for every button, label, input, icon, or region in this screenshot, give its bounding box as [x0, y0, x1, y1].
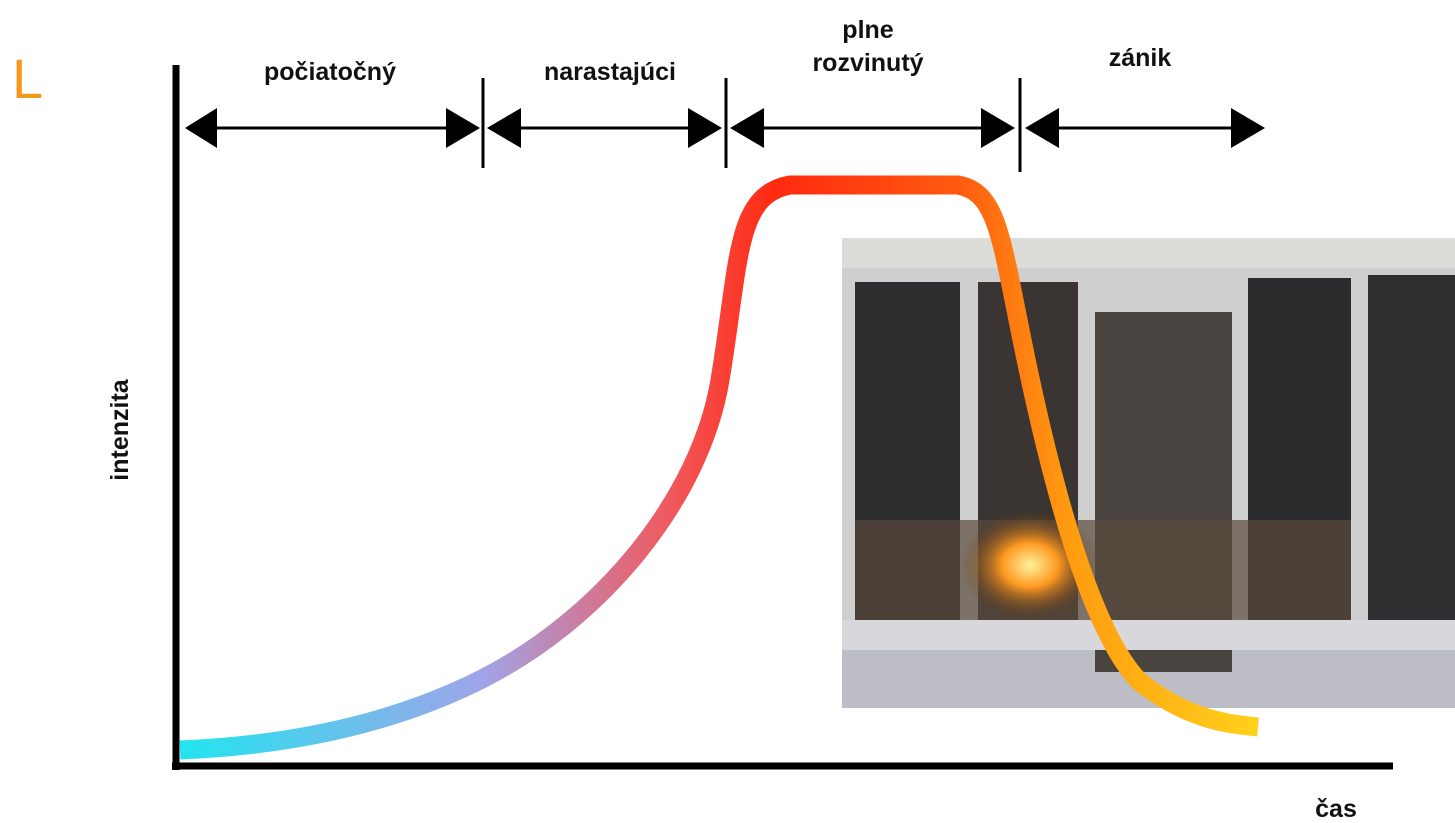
phase-label: počiatočný: [264, 58, 396, 86]
phase-label: narastajúci: [544, 58, 676, 86]
y-axis-label: intenzita: [106, 378, 134, 480]
phase-arrows: [200, 78, 1245, 172]
arrowheads: [185, 108, 1265, 148]
phase-label: rozvinutý: [812, 49, 923, 77]
corner-mark: L: [12, 47, 43, 110]
phase-label: plne: [842, 16, 893, 44]
phase-label: zánik: [1109, 44, 1172, 72]
photo: [842, 238, 1455, 708]
intensity-curve: [179, 175, 1259, 760]
x-axis-label: čas: [1315, 795, 1357, 823]
